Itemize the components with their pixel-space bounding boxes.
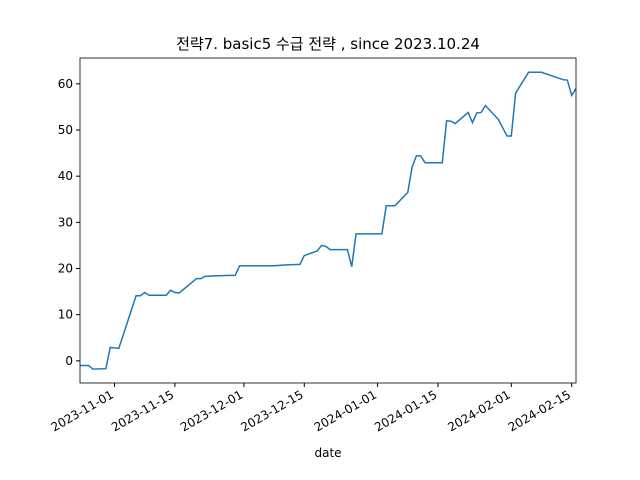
x-tick-label: 2024-01-01 — [312, 387, 379, 434]
x-tick-label: 2023-12-01 — [178, 387, 245, 434]
y-tick-label: 40 — [58, 169, 73, 183]
x-tick-label: 2024-02-15 — [506, 387, 573, 434]
y-tick-label: 60 — [58, 77, 73, 91]
x-tick-label: 2024-02-01 — [445, 387, 512, 434]
x-tick-label: 2023-11-01 — [49, 387, 116, 434]
y-tick-label: 20 — [58, 262, 73, 276]
chart-title: 전략7. basic5 수급 전략 , since 2023.10.24 — [176, 35, 480, 53]
y-tick-label: 50 — [58, 123, 73, 137]
x-tick-label: 2023-12-15 — [238, 387, 305, 434]
x-axis-label: date — [314, 446, 341, 460]
y-tick-label: 0 — [65, 354, 73, 368]
plot-frame — [79, 57, 577, 384]
x-tick-label: 2023-11-15 — [109, 387, 176, 434]
y-tick-label: 30 — [58, 215, 73, 229]
x-tick-label: 2024-01-15 — [372, 387, 439, 434]
line-series — [80, 71, 576, 370]
y-tick-label: 10 — [58, 308, 73, 322]
